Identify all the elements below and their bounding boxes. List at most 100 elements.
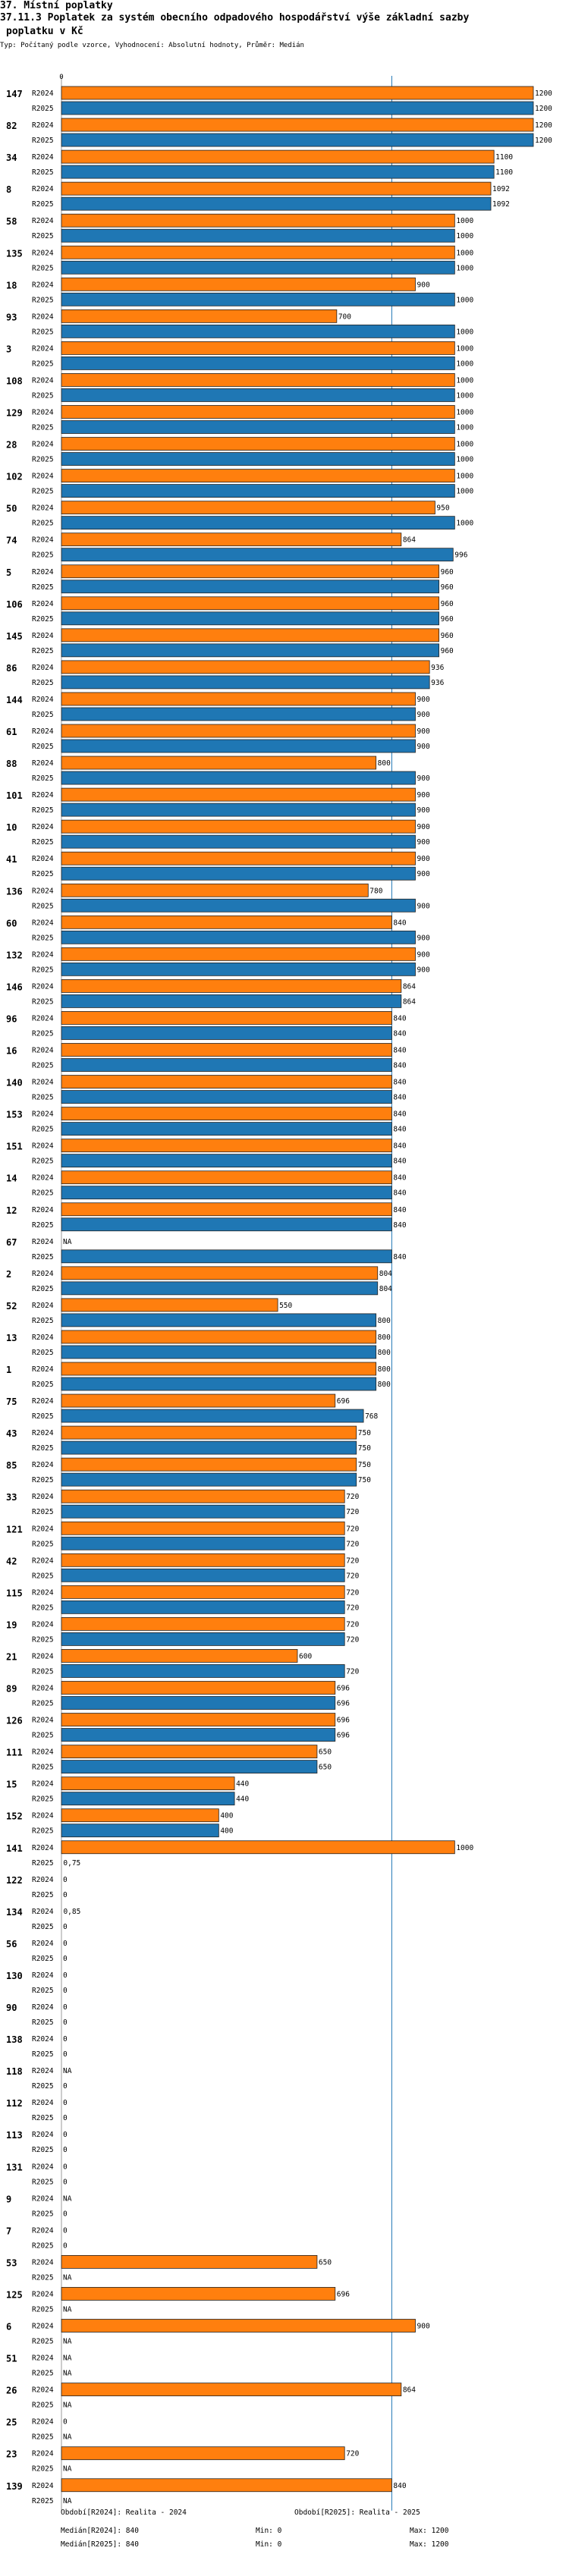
bar-r2025 [61,675,430,690]
category-label: 113 [6,2130,23,2141]
value-label: 1000 [456,376,473,385]
series-label: R2025 [32,1253,54,1261]
series-label: R2025 [32,1795,54,1804]
value-label: 696 [337,1700,350,1708]
bar-r2025 [61,1345,377,1359]
bar-r2024 [61,532,402,547]
series-label: R2025 [32,1572,54,1580]
value-label: 0 [63,2163,68,2171]
value-label: 840 [393,1062,406,1070]
bar-r2024 [61,2383,402,2397]
bar-r2025 [61,1249,392,1264]
bar-r2024 [61,1043,392,1057]
bar-r2025 [61,1313,377,1327]
bar-r2025 [61,1090,392,1104]
bar-r2025 [61,994,402,1008]
value-label: 0 [63,2210,68,2218]
series-label: R2024 [32,568,54,576]
bar-r2025 [61,1186,392,1200]
value-label: 800 [378,1349,391,1357]
category-label: 129 [6,408,23,419]
category-label: 147 [6,89,23,99]
value-label: 720 [346,2450,359,2458]
value-label: 720 [346,1667,359,1676]
value-label: 900 [417,774,430,783]
category-label: 34 [6,152,17,163]
category-label: 28 [6,440,17,451]
value-label: 840 [393,1029,406,1038]
category-label: 141 [6,1843,23,1854]
series-label: R2024 [32,185,54,193]
value-label: NA [63,2355,72,2363]
series-label: R2024 [32,1429,54,1437]
bar-r2024 [61,1330,377,1344]
category-label: 90 [6,2003,17,2013]
bar-r2024 [61,1713,336,1726]
bar-r2025 [61,1281,379,1296]
bar-r2025 [61,356,455,370]
value-label: 804 [379,1285,392,1293]
value-label: 1000 [456,441,473,449]
value-label: 0 [63,2099,68,2107]
value-label: 864 [403,997,416,1006]
series-label: R2025 [32,456,54,464]
value-label: 750 [358,1444,371,1453]
value-label: 1000 [456,473,473,481]
series-label: R2025 [32,1444,54,1453]
category-label: 56 [6,1939,17,1949]
bar-r2025 [61,962,416,976]
series-label: R2024 [32,632,54,640]
series-label: R2024 [32,1812,54,1820]
series-label: R2024 [32,1525,54,1533]
series-label: R2024 [32,344,54,353]
series-label: R2024 [32,217,54,225]
category-label: 3 [6,344,11,354]
category-label: 21 [6,1651,17,1662]
value-label: 840 [393,1126,406,1134]
category-label: 132 [6,950,23,960]
series-label: R2024 [32,1493,54,1501]
bar-r2025 [61,388,455,402]
value-label: 0 [63,1987,68,1995]
series-label: R2025 [32,647,54,655]
series-label: R2024 [32,696,54,704]
bar-r2024 [61,1553,345,1567]
value-label: 1000 [456,328,473,336]
series-label: R2024 [32,2035,54,2044]
series-label: R2024 [32,1717,54,1725]
value-label: 960 [441,632,454,640]
value-label: 0 [63,2241,68,2250]
value-label: 960 [441,568,454,576]
series-label: R2024 [32,2099,54,2107]
bar-r2024 [61,469,455,482]
bar-r2025 [61,1632,345,1646]
value-label: 0 [63,1923,68,1931]
value-label: 440 [236,1780,249,1789]
series-label: R2025 [32,966,54,974]
category-label: 145 [6,631,23,642]
series-label: R2025 [32,137,54,145]
value-label: 0 [63,2003,68,2012]
value-label: 0 [63,2050,68,2059]
value-label: 1200 [535,90,552,98]
value-label: 800 [378,1365,391,1374]
value-label: 720 [346,1508,359,1516]
value-label: 900 [417,902,430,910]
value-label: 900 [417,791,430,800]
bar-r2025 [61,1600,345,1614]
series-label: R2024 [32,1685,54,1693]
series-label: R2024 [32,153,54,162]
series-label: R2025 [32,934,54,942]
series-label: R2024 [32,1588,54,1597]
value-label: 840 [393,1158,406,1166]
value-label: 800 [378,1381,391,1389]
bar-r2024 [61,1521,345,1535]
series-label: R2025 [32,1285,54,1293]
series-label: R2025 [32,1667,54,1676]
bar-r2025 [61,1568,345,1582]
series-label: R2025 [32,360,54,368]
value-label: 900 [417,823,430,831]
bar-r2024 [61,1202,392,1217]
category-label: 140 [6,1078,23,1089]
bar-r2025 [61,324,455,338]
